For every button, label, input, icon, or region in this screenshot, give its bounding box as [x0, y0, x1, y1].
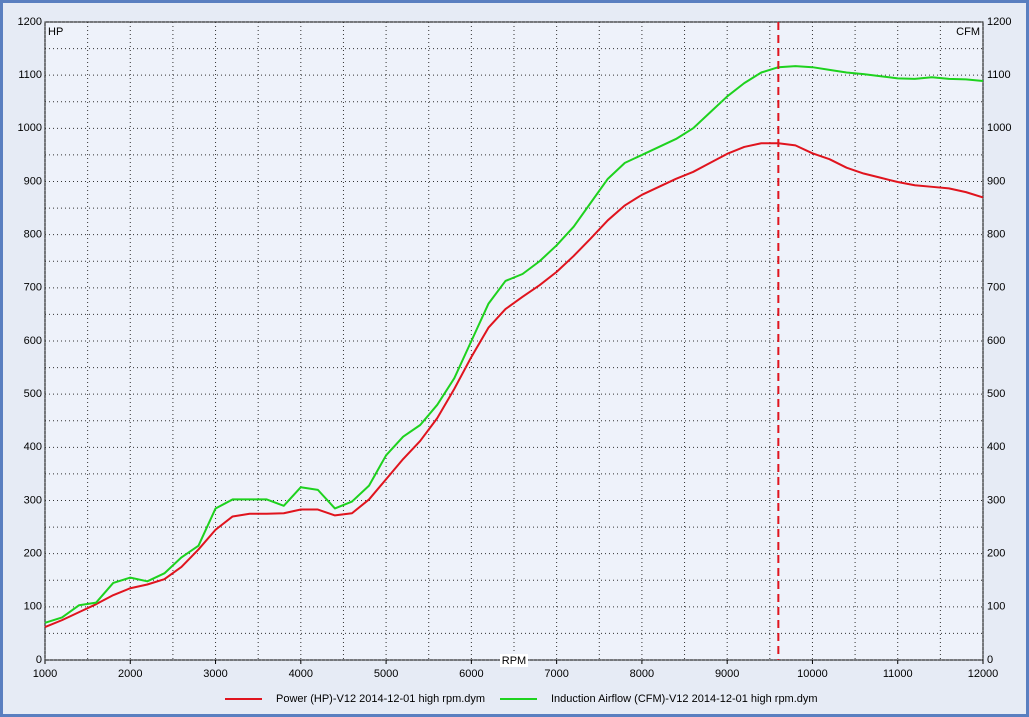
- y2-tick-label: 200: [987, 548, 1005, 560]
- x-tick-label: 2000: [118, 668, 142, 680]
- x-tick-label: 6000: [459, 668, 483, 680]
- x-axis-label: RPM: [502, 655, 526, 667]
- y2-tick-label: 1000: [987, 122, 1011, 134]
- x-tick-label: 12000: [968, 668, 999, 680]
- x-tick-label: 11000: [883, 668, 913, 680]
- y-tick-label: 900: [24, 175, 42, 187]
- x-tick-label: 5000: [374, 668, 398, 680]
- y-tick-label: 300: [24, 494, 42, 506]
- y2-tick-label: 800: [987, 229, 1005, 241]
- y-tick-label: 1100: [18, 69, 42, 81]
- y-tick-label: 600: [24, 335, 42, 347]
- series-line: [44, 65, 984, 624]
- y2-tick-label: 1100: [987, 69, 1011, 81]
- x-tick-label: 4000: [289, 668, 313, 680]
- y-tick-label: 1200: [18, 16, 42, 28]
- y2-tick-label: 400: [987, 441, 1005, 453]
- x-tick-label: 9000: [715, 668, 739, 680]
- x-tick-label: 1000: [33, 668, 57, 680]
- x-tick-label: 7000: [544, 668, 568, 680]
- y-tick-label: 400: [24, 441, 42, 453]
- y-tick-label: 800: [24, 229, 42, 241]
- y2-tick-label: 300: [987, 494, 1005, 506]
- y-tick-label: 100: [24, 601, 42, 613]
- y-axis-label: HP: [48, 26, 63, 38]
- y2-tick-label: 900: [987, 175, 1005, 187]
- x-axis-label-box: [500, 654, 528, 667]
- x-tick-label: 10000: [797, 668, 828, 680]
- x-tick-label: 3000: [203, 668, 227, 680]
- y2-tick-label: 0: [987, 654, 993, 666]
- y-tick-label: 1000: [18, 122, 42, 134]
- legend-label: Power (HP)-V12 2014-12-01 high rpm.dym: [276, 693, 485, 705]
- y2-axis-label: CFM: [956, 26, 980, 38]
- x-tick-label: 8000: [630, 668, 654, 680]
- y2-tick-label: 500: [987, 388, 1005, 400]
- series-line: [44, 142, 984, 628]
- legend-label: Induction Airflow (CFM)-V12 2014-12-01 h…: [551, 693, 818, 705]
- y2-tick-label: 700: [987, 282, 1005, 294]
- y2-tick-label: 100: [987, 601, 1005, 613]
- y2-tick-label: 1200: [987, 16, 1011, 28]
- y2-tick-label: 600: [987, 335, 1005, 347]
- y-tick-label: 700: [24, 282, 42, 294]
- y-tick-label: 200: [24, 548, 42, 560]
- y-tick-label: 500: [24, 388, 42, 400]
- y-tick-label: 0: [36, 654, 42, 666]
